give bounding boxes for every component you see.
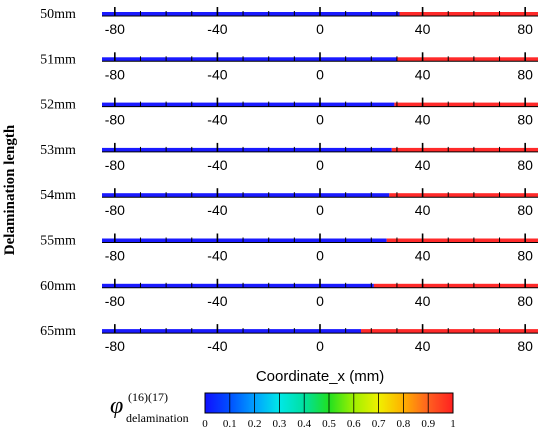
x-tick-label: -40	[207, 21, 227, 37]
row-bar-right	[389, 193, 538, 198]
row-bar-left	[102, 329, 362, 334]
x-tick-label: -80	[105, 21, 125, 37]
row-label: 51mm	[40, 52, 76, 67]
x-tick-label: -80	[105, 293, 125, 309]
colorbar-tick-label: 0.5	[322, 418, 336, 430]
x-tick-label: 40	[415, 21, 431, 37]
y-axis-title: Delamination length	[2, 124, 18, 255]
x-tick-label: -40	[207, 66, 227, 82]
colorbar-tick-label: 0	[202, 418, 208, 430]
x-tick-label: -80	[105, 157, 125, 173]
row-bar-right	[399, 12, 538, 16]
row-bar-left	[102, 147, 392, 152]
row-bar-left	[102, 102, 395, 107]
row-bar-right	[386, 238, 538, 243]
x-tick-label: -40	[207, 112, 227, 128]
row-label: 55mm	[40, 234, 76, 249]
row-bar-right	[391, 147, 538, 152]
row-bar-left	[102, 12, 400, 16]
row-bar-left	[102, 283, 374, 288]
x-tick-label: 0	[316, 21, 324, 37]
colorbar-tick-label: 0.7	[372, 418, 386, 430]
x-tick-label: 0	[316, 202, 324, 218]
x-tick-label: 40	[415, 112, 431, 128]
colorbar: 0 0.1 0.2 0.3 0.4 0.5 0.6 0.7 0.8 0.9 1 φ (16)(17) de…	[110, 390, 456, 430]
x-tick-label: 0	[316, 112, 324, 128]
row-bar-right	[361, 329, 538, 334]
colorbar-label-subscript: delamination	[126, 411, 189, 425]
x-tick-label: 80	[517, 248, 533, 264]
colorbar-tick-label: 0.4	[297, 418, 311, 430]
x-tick-label: 80	[517, 202, 533, 218]
x-tick-label: -80	[105, 66, 125, 82]
colorbar-tick-label: 0.8	[397, 418, 411, 430]
colorbar-tick-label: 0.2	[248, 418, 262, 430]
colorbar-tick-label: 0.3	[273, 418, 287, 430]
row-label: 60mm	[40, 279, 76, 294]
x-tick-label: -80	[105, 112, 125, 128]
x-tick-label: -40	[207, 248, 227, 264]
x-tick-label: 40	[415, 157, 431, 173]
x-tick-label: 0	[316, 248, 324, 264]
x-tick-label: 80	[517, 157, 533, 173]
row-bar-left	[102, 57, 397, 62]
row-label: 65mm	[40, 324, 76, 339]
x-tick-label: -40	[207, 157, 227, 173]
colorbar-label-superscript: (16)(17)	[128, 390, 168, 404]
x-tick-label: 80	[517, 293, 533, 309]
x-tick-label: 40	[415, 66, 431, 82]
x-tick-label: 80	[517, 338, 533, 354]
x-tick-label: 40	[415, 202, 431, 218]
x-tick-label: 0	[316, 338, 324, 354]
x-tick-label: -80	[105, 202, 125, 218]
colorbar-label-symbol: φ	[110, 393, 123, 419]
colorbar-tick-label: 0.6	[347, 418, 361, 430]
rows-group: 50mm -80 -40 0 40 80 51mm -80 -40 0 40 80 52mm -80 -40…	[40, 7, 538, 354]
x-tick-label: -40	[207, 338, 227, 354]
row-bar-right	[394, 102, 538, 107]
x-tick-label: 0	[316, 293, 324, 309]
x-axis-title: Coordinate_x (mm)	[256, 368, 384, 385]
colorbar-tick-label: 1	[450, 418, 456, 430]
x-tick-label: -40	[207, 293, 227, 309]
row-bar-left	[102, 193, 390, 198]
x-tick-label: 80	[517, 66, 533, 82]
x-tick-label: 0	[316, 66, 324, 82]
x-tick-label: 80	[517, 112, 533, 128]
x-tick-label: 40	[415, 293, 431, 309]
x-tick-label: -80	[105, 338, 125, 354]
row-label: 52mm	[40, 98, 76, 113]
row-bar-right	[396, 57, 538, 62]
row-bar-right	[373, 283, 538, 288]
colorbar-tick-label: 0.1	[223, 418, 237, 430]
row-label: 53mm	[40, 143, 76, 158]
x-tick-label: -80	[105, 248, 125, 264]
x-tick-label: 40	[415, 248, 431, 264]
x-tick-label: 40	[415, 338, 431, 354]
row-label: 50mm	[40, 7, 76, 22]
colorbar-tick-label: 0.9	[421, 418, 435, 430]
x-tick-label: -40	[207, 202, 227, 218]
x-tick-label: 0	[316, 157, 324, 173]
x-tick-label: 80	[517, 21, 533, 37]
row-label: 54mm	[40, 188, 76, 203]
row-bar-left	[102, 238, 387, 243]
